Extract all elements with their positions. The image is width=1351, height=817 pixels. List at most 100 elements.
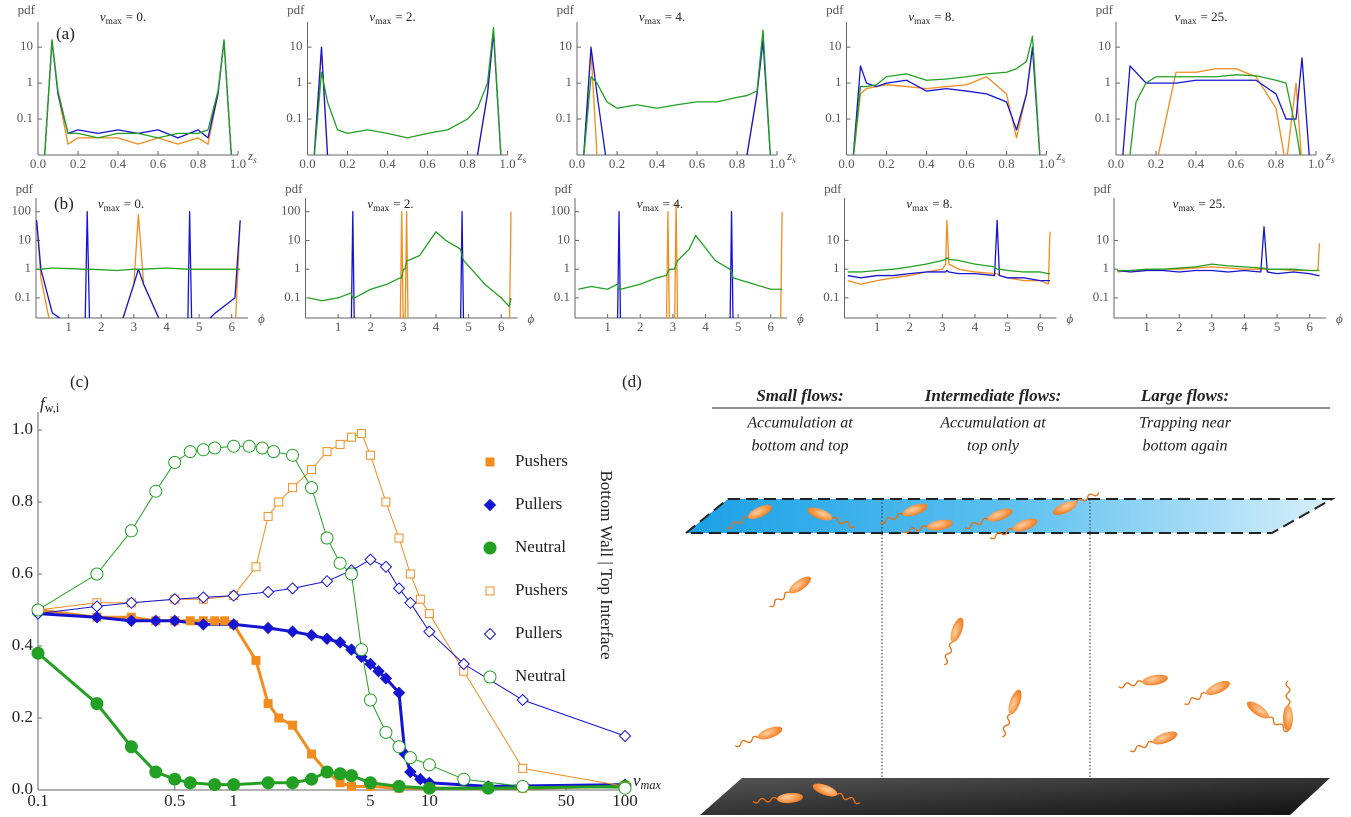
x-tick-label: 0.2 [339,156,355,171]
x-tick-label: 5 [366,791,375,810]
x-tick-label: 0.4 [649,156,666,171]
subscript: max [912,204,928,214]
marker [415,594,425,604]
y-tick-label: 1 [294,260,301,275]
plot-area [847,219,1051,285]
marker [267,445,281,459]
y-tick-label: 0.4 [12,635,34,654]
marker [363,693,377,707]
text: = 8. [934,9,954,24]
y-tick-label: 10 [18,231,31,246]
y-axis-label: pdf [824,181,842,196]
x-tick-label: 5 [465,319,472,334]
y-tick-label: 0.1 [284,289,300,304]
marker [149,614,163,628]
bacteria [723,487,1294,809]
marker [286,448,300,462]
legend-marker [483,541,497,555]
legend-label: Pushers [515,451,568,470]
x-tick-label: 0.0 [30,156,46,171]
x-tick-label: 3 [670,319,677,334]
marker [320,531,334,545]
marker [261,585,275,599]
marker [379,560,393,574]
marker [618,781,632,795]
marker [227,618,240,631]
legend-marker [483,627,497,641]
marker [183,445,197,459]
subscript: max [645,17,661,27]
series-line [38,559,626,737]
series-line [852,35,1041,155]
marker [90,697,104,711]
y-axis-label: pdf [557,2,575,17]
marker [381,497,391,507]
subscript: max [1178,204,1194,214]
subscript: w,i [45,401,60,415]
symbol: v [1173,196,1179,211]
y-axis-label: pdf [1096,2,1114,17]
x-tick-label: 10 [421,791,438,810]
marker [242,439,256,453]
marker [288,483,298,493]
marker [364,657,377,671]
marker [90,567,104,581]
marker [168,614,181,628]
x-axis-label: zs [786,148,796,166]
x-tick-label: 100 [612,791,638,810]
legend-label: Neutral [515,537,566,556]
symbol: z [1325,148,1331,163]
marker [392,582,406,595]
marker [392,686,406,700]
y-tick-label: 0.8 [12,491,33,510]
y-axis-label: pdf [826,2,844,17]
y-tick-label: 0.1 [554,289,570,304]
marker [363,776,377,790]
chart-title: vmax = 2. [369,9,415,27]
chart-title: vmax = 0. [98,196,144,214]
bottom-wall [700,778,1330,815]
chart: 0.0 0.2 0.4 0.6 0.8 1.0 0.1 1 10 [286,22,516,171]
symbol: z [517,148,523,163]
x-tick-label: 2 [98,319,105,334]
x-tick-label: 1 [335,319,342,334]
column-heading: Intermediate flows: [924,386,1061,405]
chart: 0.0 0.2 0.4 0.6 0.8 1.0 0.1 1 10 [1095,22,1324,171]
x-tick-label: 0.6 [958,156,975,171]
marker [422,758,436,772]
x-tick-label: 1 [65,319,72,334]
marker [227,589,240,602]
symbol: v [637,196,643,211]
subscript: s [1331,156,1335,166]
y-tick-label: 100 [551,203,571,218]
legend-title: Bottom Wall | Top Interface [597,470,616,659]
y-tick-label: 1 [1105,74,1112,89]
y-tick-label: 10 [829,38,842,53]
symbol: v [639,9,645,24]
marker [261,621,275,635]
subscript: s [1062,156,1066,166]
x-tick-label: 1 [874,319,881,334]
y-tick-label: 10 [288,231,301,246]
marker [125,596,138,610]
marker [518,763,528,773]
x-axis-label: zs [247,148,257,166]
series-line [313,32,502,155]
legend-marker [485,586,495,596]
marker [481,781,495,795]
marker [392,740,406,754]
column-description: Accumulation at [746,415,853,432]
plot-area [583,29,772,155]
marker [346,432,356,442]
subscript: max [1180,17,1196,27]
x-tick-label: 0.1 [27,791,48,810]
x-tick-label: 0.6 [689,156,706,171]
x-tick-label: 1.0 [1038,156,1054,171]
chart-title: vmax = 4. [639,9,685,27]
series-line [44,40,232,155]
series-line [1122,57,1310,155]
x-tick-label: 5 [196,319,203,334]
subscript: max [914,17,930,27]
chart: 1 2 3 4 5 6 0.1 1 10 100 [551,198,787,334]
